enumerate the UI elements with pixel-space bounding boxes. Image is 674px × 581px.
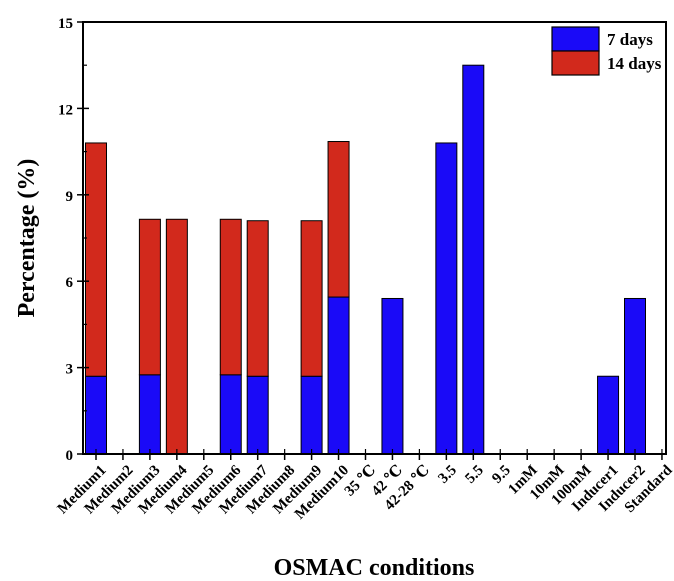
- bar-14days-6: [246, 220, 269, 377]
- x-tick-label: 5.5: [462, 462, 487, 487]
- legend: 7 days 14 days: [551, 26, 662, 76]
- y-tick-label: 12: [58, 102, 73, 118]
- legend-label: 14 days: [607, 54, 662, 73]
- bar-14days-2: [138, 218, 161, 376]
- bar-7days-13: [435, 142, 458, 455]
- x-axis-title: OSMAC conditions: [274, 555, 475, 581]
- bars-group: [85, 64, 646, 455]
- legend-label: 7 days: [607, 30, 653, 49]
- bar-7days-6: [246, 375, 269, 455]
- y-tick-label: 9: [66, 189, 74, 205]
- x-tick-label: 3.5: [435, 462, 460, 487]
- bar-14days-9: [327, 141, 350, 298]
- legend-swatch: [551, 26, 600, 52]
- y-tick-label: 15: [58, 16, 73, 32]
- bar-14days-8: [300, 220, 323, 377]
- bar-7days-14: [462, 64, 485, 455]
- bar-14days-3: [165, 218, 188, 455]
- y-tick-label: 3: [66, 362, 74, 378]
- y-tick-label: 0: [66, 448, 74, 464]
- bar-14days-0: [85, 142, 107, 377]
- bar-14days-5: [219, 218, 242, 376]
- x-axis: Medium1Medium2Medium3Medium4Medium5Mediu…: [55, 449, 674, 523]
- bar-7days-20: [624, 297, 646, 455]
- bar-7days-19: [597, 375, 620, 455]
- bar-7days-0: [85, 375, 107, 455]
- bar-7days-8: [300, 375, 323, 455]
- y-axis: 0 3 6 9 12 15: [58, 16, 89, 464]
- y-tick-label: 6: [66, 275, 74, 291]
- y-axis-title: Percentage (%): [14, 159, 40, 318]
- bar-7days-11: [381, 297, 404, 455]
- bar-7days-9: [327, 296, 350, 455]
- bar-7days-5: [219, 374, 242, 455]
- bar-7days-2: [138, 374, 161, 455]
- legend-swatch: [551, 50, 600, 76]
